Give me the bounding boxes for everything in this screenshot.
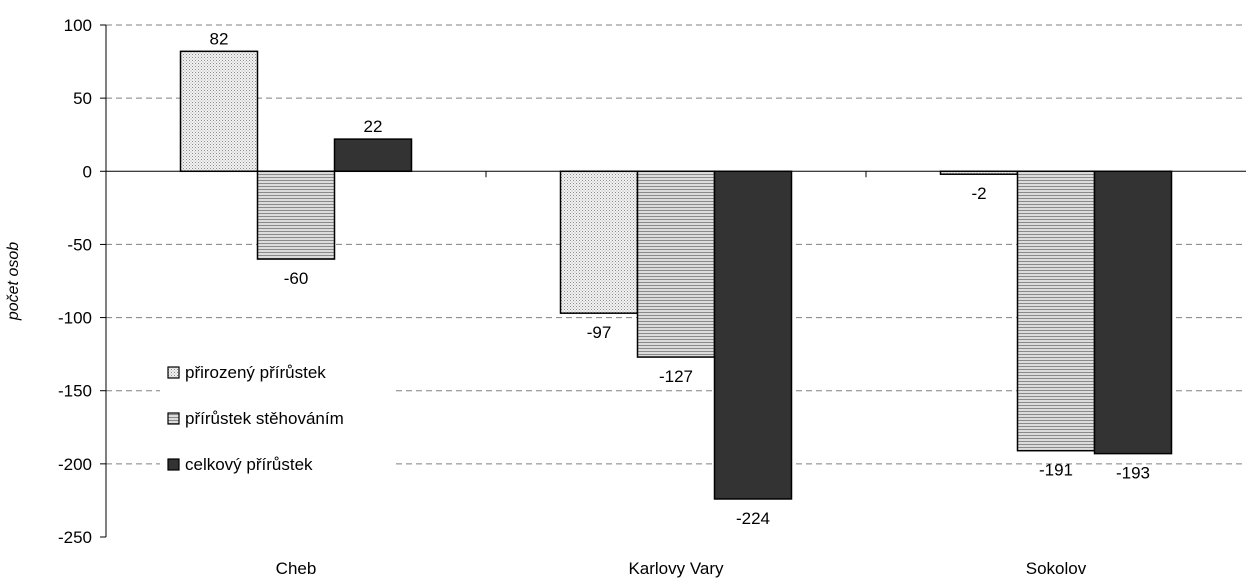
data-labels: 82 -97 -2 -60 -127 -191 22 -224 -193: [210, 29, 1150, 528]
y-tick-label: 0: [83, 162, 92, 181]
data-label: 22: [364, 117, 383, 136]
bar: [939, 170, 1019, 175]
y-axis: 100 50 0 -50 -100 -150 -200 -250: [58, 16, 107, 547]
bars: [179, 50, 1173, 500]
data-label: -60: [284, 269, 309, 288]
y-tick-label: 50: [73, 89, 92, 108]
data-label: -127: [659, 367, 693, 386]
y-tick-label: -250: [58, 528, 92, 547]
legend: přirozený přírůstek přírůstek stěhováním c…: [160, 351, 392, 481]
legend-swatch: [167, 458, 180, 471]
data-label: 82: [210, 29, 229, 48]
bar: [559, 170, 639, 314]
data-label: -97: [587, 323, 612, 342]
y-tick-label: -150: [58, 382, 92, 401]
y-tick-label: -50: [67, 235, 92, 254]
data-label: -224: [736, 509, 770, 528]
legend-swatch: [167, 366, 180, 379]
data-label: -191: [1039, 461, 1073, 480]
y-axis-title: počet osob: [5, 242, 22, 321]
bar: [256, 170, 336, 260]
bar: [636, 170, 716, 358]
data-label: -2: [971, 184, 986, 203]
bar: [1016, 170, 1096, 452]
bar: [179, 50, 259, 173]
legend-label: přírůstek stěhováním: [185, 409, 344, 428]
y-tick-label: -100: [58, 309, 92, 328]
y-tick-label: -200: [58, 455, 92, 474]
legend-background: [160, 351, 392, 481]
x-tick-label: Sokolov: [1026, 559, 1087, 578]
bar: [333, 138, 413, 173]
legend-swatch: [167, 412, 180, 425]
y-tick-label: 100: [64, 16, 92, 35]
x-tick-label: Cheb: [276, 559, 317, 578]
data-label: -193: [1116, 464, 1150, 483]
bar: [713, 170, 793, 500]
x-tick-label: Karlovy Vary: [628, 559, 724, 578]
legend-label: přirozený přírůstek: [185, 363, 326, 382]
bar: [1093, 170, 1173, 455]
legend-label: celkový přírůstek: [185, 455, 313, 474]
